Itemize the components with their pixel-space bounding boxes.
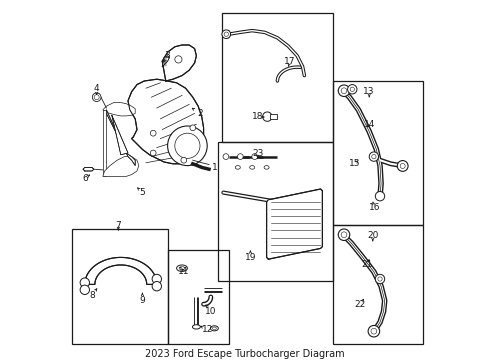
Ellipse shape xyxy=(235,166,240,169)
Bar xyxy=(270,114,277,119)
Circle shape xyxy=(222,30,231,39)
Polygon shape xyxy=(106,110,135,166)
Polygon shape xyxy=(83,167,94,171)
Text: 4: 4 xyxy=(94,84,99,93)
Text: 15: 15 xyxy=(349,159,361,168)
Polygon shape xyxy=(112,115,128,155)
Text: 19: 19 xyxy=(245,253,256,262)
Text: 9: 9 xyxy=(140,296,145,305)
Text: 14: 14 xyxy=(364,120,375,129)
Text: 18: 18 xyxy=(252,112,263,121)
Text: 5: 5 xyxy=(140,188,145,197)
Text: 6: 6 xyxy=(82,174,88,183)
Polygon shape xyxy=(162,56,170,67)
Bar xyxy=(218,142,333,281)
Circle shape xyxy=(94,95,99,100)
Circle shape xyxy=(175,133,200,158)
Bar xyxy=(221,13,333,142)
Circle shape xyxy=(150,150,156,156)
Polygon shape xyxy=(128,79,204,164)
Circle shape xyxy=(369,152,379,161)
Circle shape xyxy=(347,85,357,94)
Circle shape xyxy=(152,282,162,291)
Polygon shape xyxy=(267,189,322,259)
Circle shape xyxy=(368,325,380,337)
Text: 1: 1 xyxy=(212,163,217,172)
Circle shape xyxy=(338,229,350,240)
Circle shape xyxy=(372,154,376,159)
Text: 20: 20 xyxy=(367,231,378,240)
Ellipse shape xyxy=(176,265,187,271)
Circle shape xyxy=(350,87,354,91)
Bar xyxy=(333,225,423,344)
Text: 22: 22 xyxy=(355,300,366,309)
Bar xyxy=(72,229,168,344)
Circle shape xyxy=(375,192,385,201)
Polygon shape xyxy=(224,31,231,38)
Circle shape xyxy=(224,32,228,36)
Circle shape xyxy=(263,112,272,121)
Polygon shape xyxy=(103,157,139,176)
Circle shape xyxy=(152,274,162,284)
Circle shape xyxy=(223,154,229,159)
Ellipse shape xyxy=(250,166,255,169)
Text: 10: 10 xyxy=(205,307,217,316)
Text: 23: 23 xyxy=(252,149,263,158)
Polygon shape xyxy=(103,110,106,176)
Circle shape xyxy=(341,88,347,94)
Circle shape xyxy=(80,278,90,287)
Text: 7: 7 xyxy=(116,220,121,230)
Text: 2023 Ford Escape Turbocharger Diagram: 2023 Ford Escape Turbocharger Diagram xyxy=(145,348,345,359)
Circle shape xyxy=(252,154,258,159)
Circle shape xyxy=(238,154,243,159)
Text: 17: 17 xyxy=(284,57,296,66)
Polygon shape xyxy=(162,45,196,81)
Polygon shape xyxy=(103,103,135,116)
Circle shape xyxy=(181,157,187,163)
Circle shape xyxy=(378,277,382,281)
Ellipse shape xyxy=(179,266,185,270)
Circle shape xyxy=(92,93,101,102)
Polygon shape xyxy=(85,257,157,284)
Text: 13: 13 xyxy=(364,87,375,96)
Circle shape xyxy=(80,285,90,294)
Circle shape xyxy=(371,328,377,334)
Circle shape xyxy=(150,130,156,136)
Text: 2: 2 xyxy=(197,109,203,118)
Circle shape xyxy=(400,163,405,168)
Circle shape xyxy=(175,56,182,63)
Text: 3: 3 xyxy=(165,51,171,60)
Circle shape xyxy=(338,85,350,96)
Ellipse shape xyxy=(264,166,269,169)
Text: 16: 16 xyxy=(369,202,380,211)
Circle shape xyxy=(341,232,347,238)
Circle shape xyxy=(375,274,385,284)
Ellipse shape xyxy=(193,325,200,329)
Ellipse shape xyxy=(210,326,219,331)
Circle shape xyxy=(168,126,207,166)
Circle shape xyxy=(190,125,196,131)
Circle shape xyxy=(397,161,408,171)
Ellipse shape xyxy=(213,327,217,330)
Text: 8: 8 xyxy=(89,291,95,300)
Bar xyxy=(333,81,423,225)
Text: 12: 12 xyxy=(201,325,213,334)
Text: 21: 21 xyxy=(362,260,373,269)
Text: 11: 11 xyxy=(178,267,190,276)
Bar xyxy=(168,250,229,344)
